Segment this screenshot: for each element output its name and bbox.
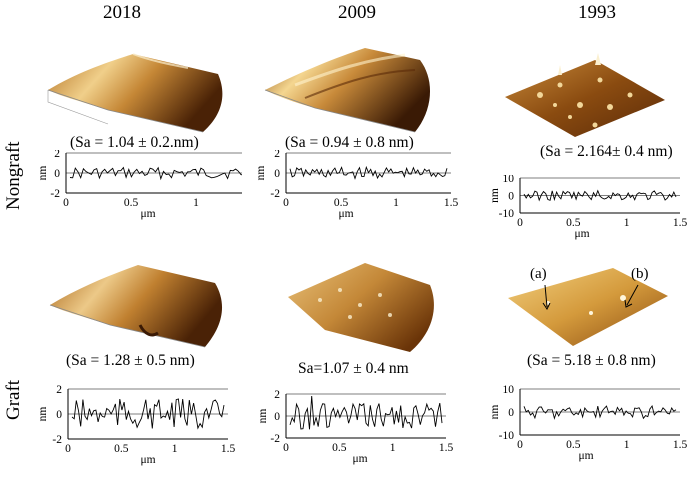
y-tick-label: 2 — [54, 150, 60, 160]
y-tick-label: -2 — [52, 434, 62, 446]
x-tick-label: 0.5 — [332, 442, 347, 454]
arrow-a — [544, 284, 548, 308]
afm-image-graft-1993 — [508, 268, 668, 346]
arrowhead-b — [624, 299, 633, 308]
arrowhead-a — [542, 302, 551, 310]
profile-line — [71, 398, 225, 430]
y-unit-label: nm — [37, 407, 49, 422]
x-tick-label: 1 — [393, 197, 399, 209]
x-tick-label: 1 — [390, 442, 396, 454]
x-tick-label: 0 — [517, 217, 523, 229]
x-unit-label: μm — [140, 454, 155, 466]
afm-image-graft-2018 — [49, 265, 223, 348]
y-tick-label: 0 — [508, 407, 514, 419]
y-tick-label: -10 — [499, 430, 515, 442]
x-tick-label: 1 — [624, 217, 630, 229]
column-title-2009: 2009 — [338, 2, 376, 23]
profile-line — [69, 166, 258, 181]
y-tick-label: 2 — [56, 385, 62, 396]
x-tick-label: 1.5 — [673, 217, 687, 229]
row-label-graft: Graft — [3, 379, 24, 420]
x-tick-label: 0 — [283, 197, 289, 209]
x-tick-label: 0.5 — [124, 197, 139, 209]
sa-label-graft-2009: Sa=1.07 ± 0.4 nm — [298, 360, 409, 377]
x-unit-label: μm — [574, 228, 589, 240]
y-tick-label: -2 — [270, 433, 280, 445]
x-tick-label: 1 — [624, 439, 630, 451]
annotation-arrows — [542, 284, 639, 310]
y-tick-label: 0 — [508, 191, 514, 203]
y-tick-label: 10 — [503, 175, 515, 185]
x-unit-label: μm — [352, 453, 367, 465]
profile-graft-2009: 2 0 -2 nm 0 0.5 1 1.5 μm — [250, 389, 465, 477]
x-tick-label: 0.5 — [566, 217, 581, 229]
y-tick-label: 0 — [54, 168, 60, 180]
y-tick-label: -2 — [50, 188, 60, 200]
x-tick-label: 0.5 — [334, 197, 349, 209]
sa-label-nongraft-1993: (Sa = 2.164± 0.4 nm) — [540, 143, 673, 160]
afm-image-graft-2009 — [288, 263, 434, 352]
y-tick-label: 2 — [274, 150, 280, 160]
y-tick-label: 10 — [503, 385, 515, 396]
sa-label-graft-2018: (Sa = 1.28 ± 0.5 nm) — [66, 352, 195, 369]
x-tick-label: 0.5 — [566, 439, 581, 451]
x-tick-label: 1 — [193, 197, 199, 209]
y-tick-label: -10 — [499, 208, 515, 220]
x-unit-label: μm — [578, 450, 593, 462]
y-unit-label: nm — [489, 188, 501, 203]
y-tick-label: 0 — [274, 411, 280, 423]
y-tick-label: 2 — [274, 390, 280, 401]
y-unit-label: nm — [489, 405, 501, 420]
profile-graft-1993: 10 0 -10 nm 0 0.5 1 1.5 μm — [482, 384, 692, 472]
profile-nongraft-2009: 2 0 -2 nm 0 0.5 1 1.5 μm — [248, 148, 463, 227]
x-unit-label: μm — [338, 208, 353, 220]
column-title-1993: 1993 — [578, 2, 616, 23]
y-unit-label: nm — [37, 166, 49, 181]
annotation-b: (b) — [631, 266, 649, 282]
x-tick-label: 0.5 — [114, 443, 129, 455]
x-tick-label: 1.5 — [221, 443, 236, 455]
y-unit-label: nm — [257, 409, 269, 424]
sa-label-nongraft-2018: (Sa = 1.04 ± 0.2.nm) — [70, 134, 199, 151]
x-tick-label: 0 — [63, 197, 69, 209]
annotation-a: (a) — [530, 266, 547, 282]
afm-image-nongraft-2018 — [47, 53, 223, 133]
sa-label-nongraft-2009: (Sa = 0.94 ± 0.8 nm) — [285, 134, 414, 151]
column-title-2018: 2018 — [103, 2, 141, 23]
y-tick-label: 0 — [56, 409, 62, 421]
profile-line — [289, 395, 443, 430]
x-tick-label: 1 — [172, 443, 178, 455]
x-unit-label: μm — [140, 208, 155, 220]
y-unit-label: nm — [255, 166, 267, 181]
y-tick-label: 0 — [274, 168, 280, 180]
profile-line — [523, 189, 677, 202]
row-label-nongraft: Nongraft — [3, 141, 24, 210]
profile-line — [523, 404, 677, 420]
x-tick-label: 1.5 — [444, 197, 459, 209]
profile-graft-2018: 2 0 -2 nm 0 0.5 1 1.5 μm — [30, 384, 240, 472]
afm-image-nongraft-2009 — [264, 48, 431, 133]
x-tick-label: 1.5 — [439, 442, 454, 454]
x-tick-label: 0 — [517, 439, 523, 451]
y-tick-label: -2 — [270, 188, 280, 200]
arrow-b — [626, 284, 639, 306]
sa-label-graft-1993: (Sa = 5.18 ± 0.8 nm) — [527, 352, 656, 369]
x-tick-label: 1.5 — [673, 439, 688, 451]
x-tick-label: 0 — [283, 442, 289, 454]
afm-image-nongraft-1993 — [505, 53, 665, 137]
x-tick-label: 0 — [65, 443, 71, 455]
profile-line — [289, 165, 448, 180]
profile-nongraft-1993: 10 0 -10 nm 0 0.5 1 1.5 μm — [482, 173, 687, 248]
